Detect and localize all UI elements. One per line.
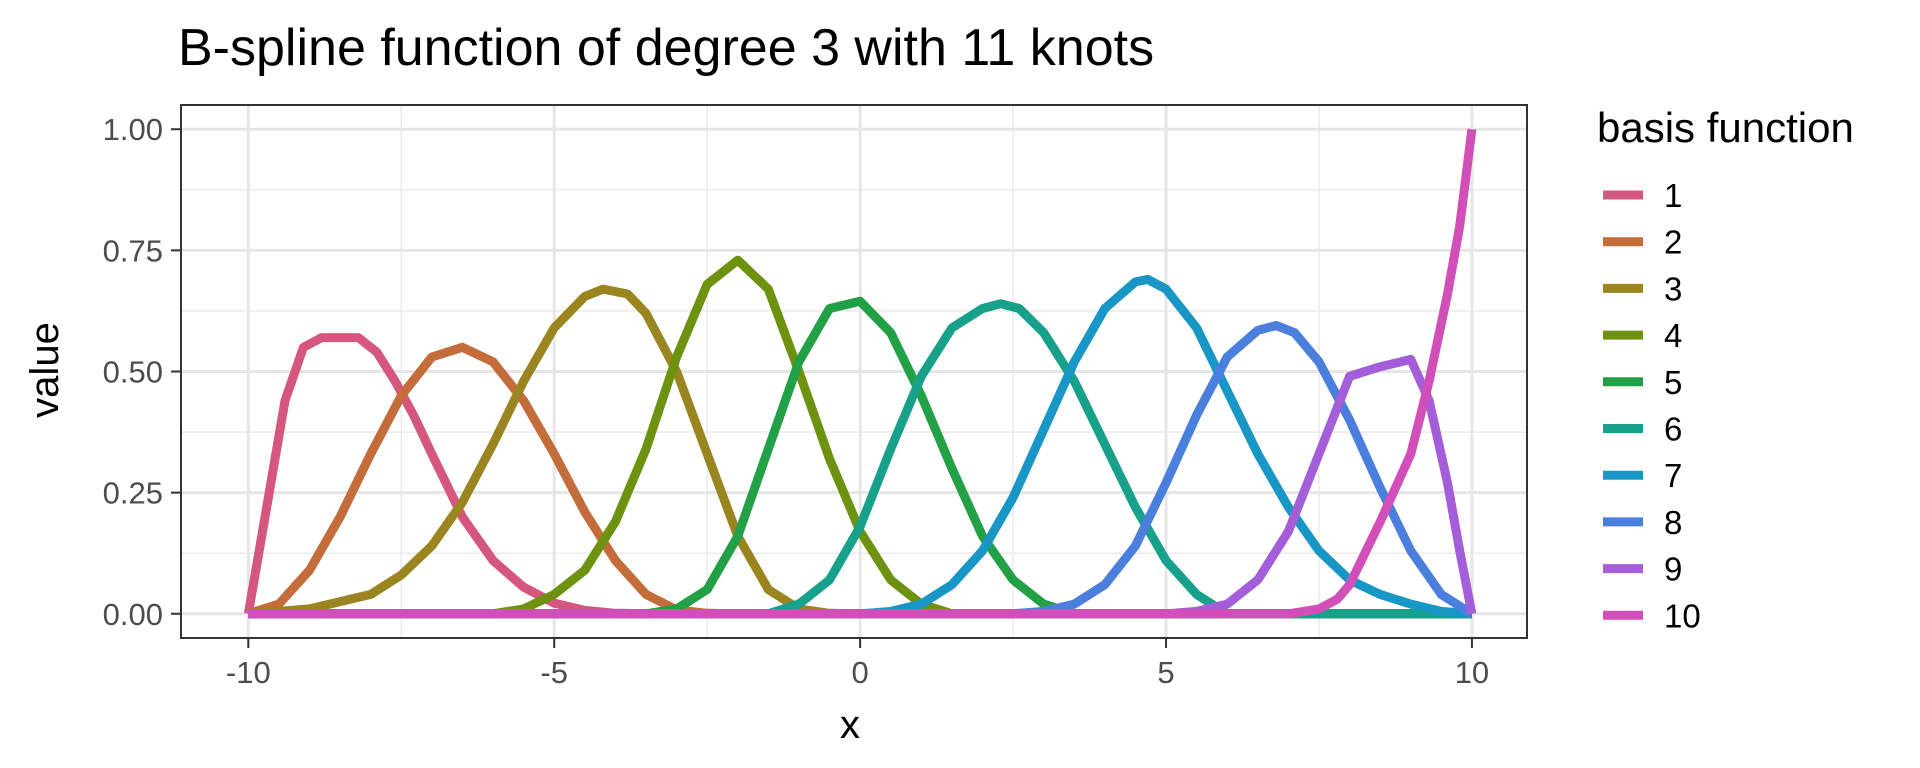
x-tick-label: 10 [1455,655,1489,690]
legend-title: basis function [1597,104,1854,151]
y-axis-ticks: 0.00 0.25 0.50 0.75 1.00 [103,112,181,632]
legend-label-3: 3 [1664,270,1682,307]
series-lines [243,128,1477,619]
legend-label-7: 7 [1664,457,1682,494]
x-axis-title: x [840,703,860,747]
series-line-8 [248,321,1475,619]
x-axis-ticks: -10 -5 0 5 10 [226,638,1489,690]
x-tick-label: 5 [1157,655,1174,690]
legend-label-4: 4 [1664,317,1682,354]
legend-label-6: 6 [1664,411,1682,448]
series-line-6 [248,299,1472,619]
y-tick-label: 0.50 [103,355,163,390]
chart-title: B-spline function of degree 3 with 11 kn… [178,19,1154,77]
y-tick-label: 1.00 [103,112,163,147]
x-tick-label: -5 [540,655,568,690]
y-axis-title: value [23,322,67,418]
legend-label-5: 5 [1664,364,1682,401]
series-line-7 [248,274,1473,619]
legend-label-9: 9 [1664,551,1682,588]
y-tick-label: 0.25 [103,476,163,511]
legend-label-2: 2 [1664,224,1682,261]
y-tick-label: 0.75 [103,233,163,268]
x-tick-label: -10 [226,655,271,690]
legend-label-1: 1 [1664,177,1682,214]
series-line-10 [248,128,1477,619]
minor-gridlines [181,105,1527,638]
x-tick-label: 0 [851,655,868,690]
legend-label-10: 10 [1664,597,1701,634]
y-tick-label: 0.00 [103,597,163,632]
legend: basis function 1 2 3 4 5 6 7 8 9 10 [1597,104,1854,634]
legend-items: 1 2 3 4 5 6 7 8 9 10 [1603,177,1701,634]
legend-label-8: 8 [1664,504,1682,541]
